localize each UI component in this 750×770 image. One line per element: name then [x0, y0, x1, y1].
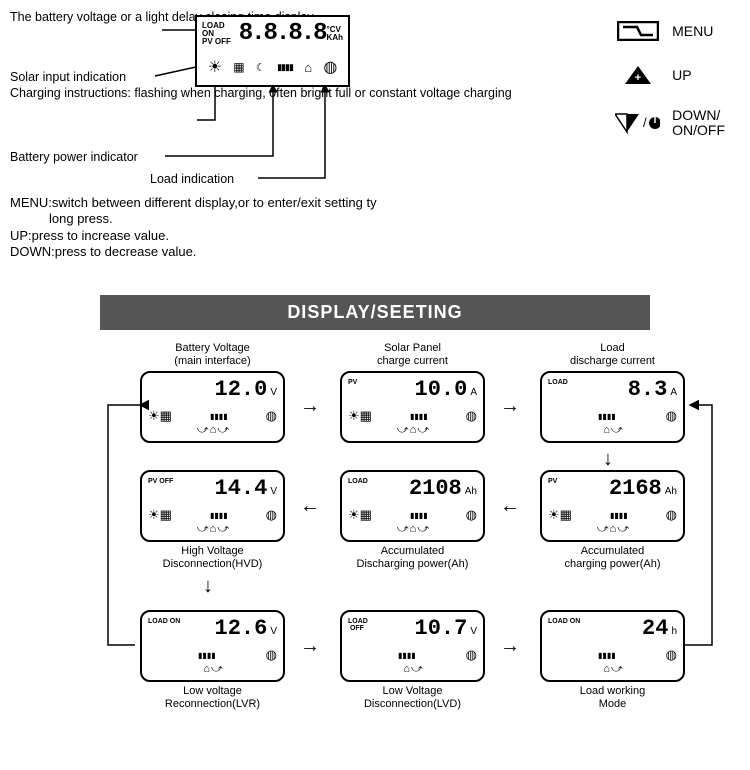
screen-title: Load discharge current: [540, 342, 685, 368]
lcd-units-bot: KAh: [327, 34, 343, 42]
screen-status: LOAD ON: [148, 618, 180, 625]
screen-status: LOAD: [548, 379, 568, 386]
svg-text:/: /: [643, 115, 647, 130]
screen-solar-current: Solar Panel charge current PV 10.0A ☀▦▮▮…: [340, 342, 485, 443]
screen-unit: V: [270, 626, 277, 637]
lcd-loadon-label: LOAD ON: [202, 22, 239, 38]
screen-unit: h: [671, 626, 677, 637]
screen-lvr: LOAD ON 12.6V ▮▮▮▮◍ ⌂ ⤻ Low voltage Reco…: [140, 610, 285, 714]
screen-status: LOAD OFF: [348, 618, 368, 632]
screen-status: PV: [348, 379, 357, 386]
lcd-pvoff-label: PV OFF: [202, 38, 239, 46]
annotation-battery: Battery power indicator: [10, 150, 138, 166]
arrow-icon: ←: [300, 495, 320, 518]
screen-status: PV: [548, 478, 557, 485]
annotation-solar: Solar input indication: [10, 70, 126, 86]
screen-battery-voltage: Battery Voltage (main interface) 12.0V ☀…: [140, 342, 285, 443]
arrow-icon: →: [300, 395, 320, 418]
main-lcd-display: LOAD ON PV OFF 8.8.8.8 °CV KAh ☀ ▦ ☾ ▮▮▮…: [195, 15, 350, 87]
down-label: DOWN/ ON/OFF: [672, 108, 725, 139]
top-annotations-section: The battery voltage or a light delay clo…: [0, 0, 750, 295]
lcd-digits: 8.8.8.8: [239, 20, 326, 47]
screen-value: 14.4: [215, 476, 268, 501]
screen-value: 8.3: [628, 377, 668, 402]
screen-title: Solar Panel charge current: [340, 342, 485, 368]
screen-status: LOAD ON: [548, 618, 580, 625]
menu-label: MENU: [672, 23, 713, 39]
annotation-load: Load indication: [150, 172, 234, 188]
sun-icon: ☀: [208, 57, 222, 77]
arrow-icon: ←: [500, 495, 520, 518]
screen-load-current: Load discharge current LOAD 8.3A ▮▮▮▮◍ ⌂…: [540, 342, 685, 443]
screen-unit: Ah: [665, 486, 677, 497]
screen-title: Load working Mode: [540, 685, 685, 711]
screen-load-mode: LOAD ON 24h ▮▮▮▮◍ ⌂ ⤻ Load working Mode: [540, 610, 685, 714]
up-label: UP: [672, 67, 691, 83]
bulb-icon: ◍: [323, 57, 337, 77]
screen-title: Accumulated Discharging power(Ah): [340, 545, 485, 571]
down-button-icon: /: [615, 112, 660, 134]
section-banner: DISPLAY/SEETING: [100, 295, 650, 330]
screen-value: 2168: [609, 476, 662, 501]
screen-charge-ah: PV 2168Ah ☀▦▮▮▮▮◍ ⤻ ⌂ ⤻ Accumulated char…: [540, 470, 685, 574]
arrow-icon: →: [300, 635, 320, 658]
arrow-icon: ↓: [203, 575, 213, 598]
screen-status: PV OFF: [148, 478, 173, 485]
screen-title: Low voltage Reconnection(LVR): [140, 685, 285, 711]
svg-text:+: +: [634, 72, 640, 84]
screen-value: 12.6: [215, 616, 268, 641]
arrow-icon: ↓: [603, 448, 613, 471]
screen-unit: Ah: [465, 486, 477, 497]
instructions-text: MENU:switch between different display,or…: [10, 195, 377, 260]
screen-title: Accumulated charging power(Ah): [540, 545, 685, 571]
display-grid: Battery Voltage (main interface) 12.0V ☀…: [0, 330, 750, 770]
screen-value: 10.0: [415, 377, 468, 402]
screen-unit: A: [470, 387, 477, 398]
battery-icon: ⌂: [304, 60, 312, 75]
annotation-charging: Charging instructions: flashing when cha…: [10, 86, 512, 102]
button-legend: MENU + UP / DOWN/ ON/OFF: [615, 20, 725, 161]
screen-lvd: LOAD OFF 10.7V ▮▮▮▮◍ ⌂ ⤻ Low Voltage Dis…: [340, 610, 485, 714]
bars-icon: ▮▮▮▮: [277, 62, 293, 73]
panel-icon: ▦: [233, 60, 244, 74]
screen-value: 2108: [409, 476, 462, 501]
menu-button-icon: [615, 20, 660, 42]
arrow-icon: →: [500, 635, 520, 658]
screen-unit: A: [670, 387, 677, 398]
up-button-icon: +: [615, 64, 660, 86]
moon-icon: ☾: [256, 61, 266, 74]
screen-unit: V: [270, 486, 277, 497]
screen-title: Battery Voltage (main interface): [140, 342, 285, 368]
screen-value: 24: [642, 616, 668, 641]
screen-title: Low Voltage Disconnection(LVD): [340, 685, 485, 711]
arrow-icon: →: [500, 395, 520, 418]
screen-disch-ah: LOAD 2108Ah ☀▦▮▮▮▮◍ ⤻ ⌂ ⤻ Accumulated Di…: [340, 470, 485, 574]
screen-hvd: PV OFF 14.4V ☀▦▮▮▮▮◍ ⤻ ⌂ ⤻ High Voltage …: [140, 470, 285, 574]
screen-title: High Voltage Disconnection(HVD): [140, 545, 285, 571]
screen-unit: V: [270, 387, 277, 398]
screen-value: 10.7: [415, 616, 468, 641]
screen-value: 12.0: [215, 377, 268, 402]
screen-unit: V: [470, 626, 477, 637]
screen-status: LOAD: [348, 478, 368, 485]
